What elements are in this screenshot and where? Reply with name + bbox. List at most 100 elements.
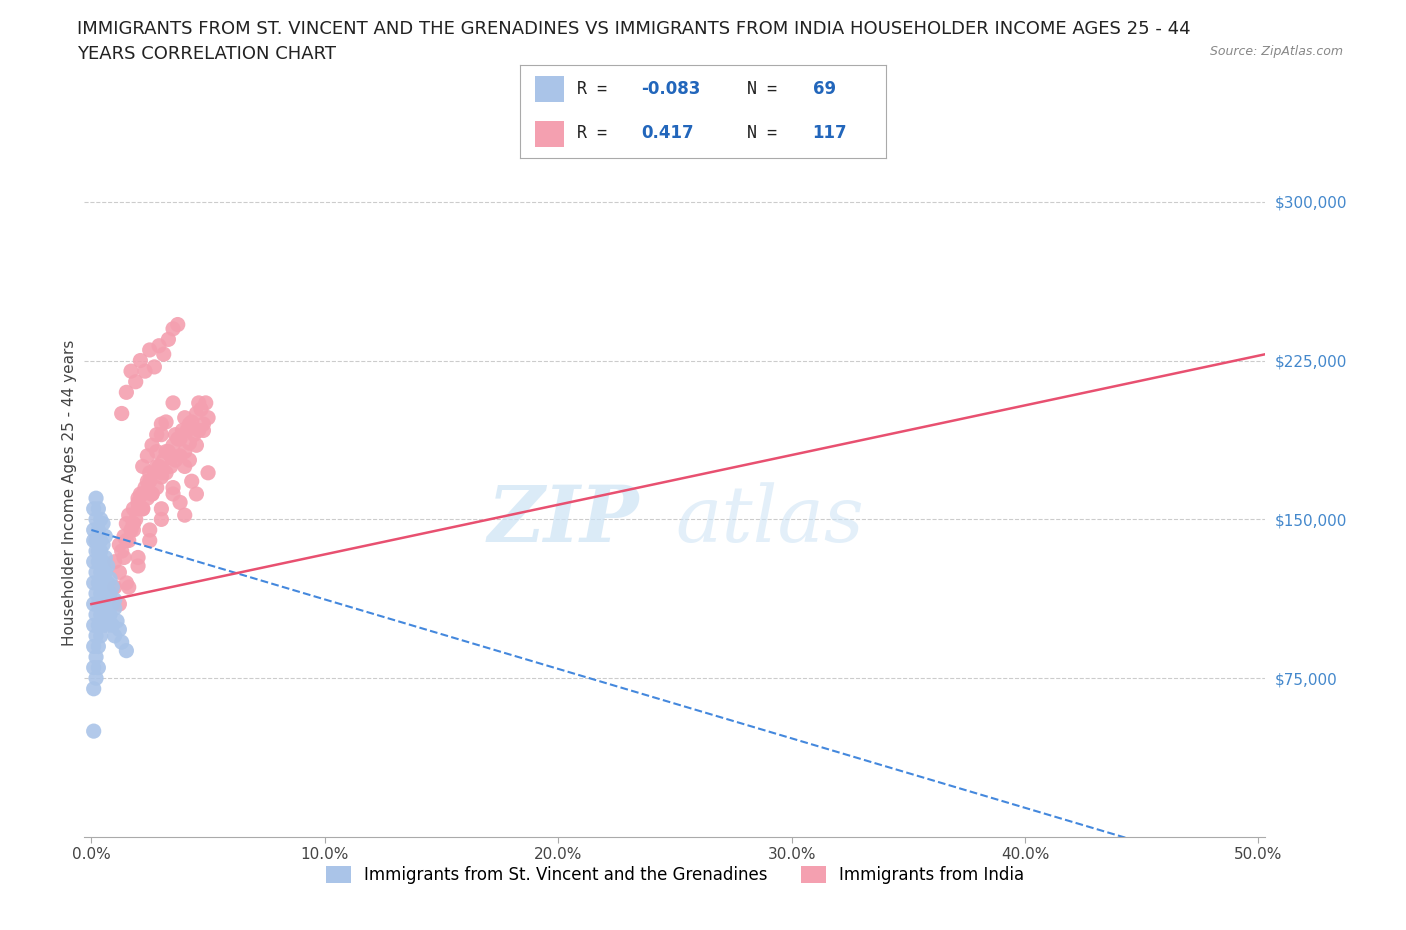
- Point: [120, 523, 142, 538]
- Point: [155, 465, 177, 480]
- Point: [98, 607, 121, 622]
- Point: [190, 402, 212, 417]
- Point: [145, 427, 167, 442]
- Point: [84, 533, 107, 548]
- Point: [90, 544, 112, 559]
- Point: [84, 586, 107, 601]
- Point: [152, 347, 174, 362]
- Point: [94, 550, 117, 565]
- Point: [162, 486, 184, 501]
- Point: [129, 486, 152, 501]
- Point: [83, 533, 105, 548]
- Point: [83, 501, 105, 516]
- Point: [141, 486, 163, 501]
- Point: [87, 597, 110, 612]
- Point: [180, 473, 202, 488]
- Point: [83, 724, 105, 738]
- Point: [132, 501, 155, 516]
- Point: [87, 544, 110, 559]
- Bar: [534, 76, 564, 102]
- Point: [84, 607, 107, 622]
- Point: [118, 579, 141, 594]
- Point: [101, 618, 124, 632]
- Point: [83, 523, 105, 538]
- Text: YEARS CORRELATION CHART: YEARS CORRELATION CHART: [77, 45, 336, 62]
- Point: [125, 374, 148, 389]
- Point: [108, 597, 131, 612]
- Point: [127, 501, 149, 516]
- Point: [87, 576, 110, 591]
- Point: [122, 523, 145, 538]
- Point: [83, 639, 105, 654]
- Point: [143, 360, 166, 375]
- Point: [173, 459, 195, 474]
- Point: [166, 317, 188, 332]
- Point: [159, 459, 181, 474]
- Point: [150, 465, 173, 480]
- Point: [108, 538, 131, 552]
- Point: [197, 410, 219, 425]
- Point: [84, 512, 107, 526]
- Point: [150, 512, 173, 526]
- Point: [180, 415, 202, 430]
- Point: [97, 597, 120, 612]
- Point: [141, 438, 163, 453]
- Text: IMMIGRANTS FROM ST. VINCENT AND THE GRENADINES VS IMMIGRANTS FROM INDIA HOUSEHOL: IMMIGRANTS FROM ST. VINCENT AND THE GREN…: [77, 20, 1191, 38]
- Text: ZIP: ZIP: [488, 482, 640, 559]
- Point: [129, 353, 152, 368]
- Point: [87, 501, 110, 516]
- Point: [90, 565, 112, 579]
- Point: [193, 423, 215, 438]
- Point: [111, 406, 134, 421]
- Point: [138, 342, 160, 357]
- Point: [150, 427, 173, 442]
- Text: N =: N =: [747, 125, 778, 142]
- Point: [84, 491, 107, 506]
- Point: [91, 538, 114, 552]
- Legend: Immigrants from St. Vincent and the Grenadines, Immigrants from India: Immigrants from St. Vincent and the Gren…: [319, 859, 1031, 891]
- Point: [122, 516, 145, 531]
- Point: [97, 559, 120, 574]
- Point: [91, 597, 114, 612]
- Point: [91, 516, 114, 531]
- Point: [83, 682, 105, 697]
- Point: [83, 597, 105, 612]
- Point: [157, 445, 180, 459]
- Point: [132, 486, 155, 501]
- Point: [197, 465, 219, 480]
- Point: [122, 516, 145, 531]
- Point: [169, 432, 191, 446]
- Point: [127, 491, 149, 506]
- Point: [112, 550, 135, 565]
- Point: [183, 427, 205, 442]
- Point: [118, 533, 141, 548]
- Point: [159, 448, 181, 463]
- Point: [97, 576, 120, 591]
- Point: [162, 480, 184, 495]
- Point: [138, 523, 160, 538]
- Point: [173, 445, 195, 459]
- Point: [145, 445, 167, 459]
- Point: [90, 554, 112, 569]
- Text: 117: 117: [813, 125, 848, 142]
- Point: [83, 660, 105, 675]
- Point: [145, 459, 167, 474]
- Point: [111, 544, 134, 559]
- Point: [134, 480, 156, 495]
- Point: [138, 465, 160, 480]
- Point: [186, 486, 208, 501]
- Point: [104, 601, 127, 616]
- Point: [97, 618, 120, 632]
- Text: 69: 69: [813, 80, 835, 98]
- Point: [165, 453, 187, 468]
- Point: [122, 501, 145, 516]
- Point: [94, 565, 117, 579]
- Point: [115, 644, 138, 658]
- Point: [127, 559, 149, 574]
- Point: [138, 473, 160, 488]
- Point: [101, 579, 124, 594]
- Point: [90, 629, 112, 644]
- Point: [84, 629, 107, 644]
- Point: [162, 395, 184, 410]
- Point: [172, 423, 194, 438]
